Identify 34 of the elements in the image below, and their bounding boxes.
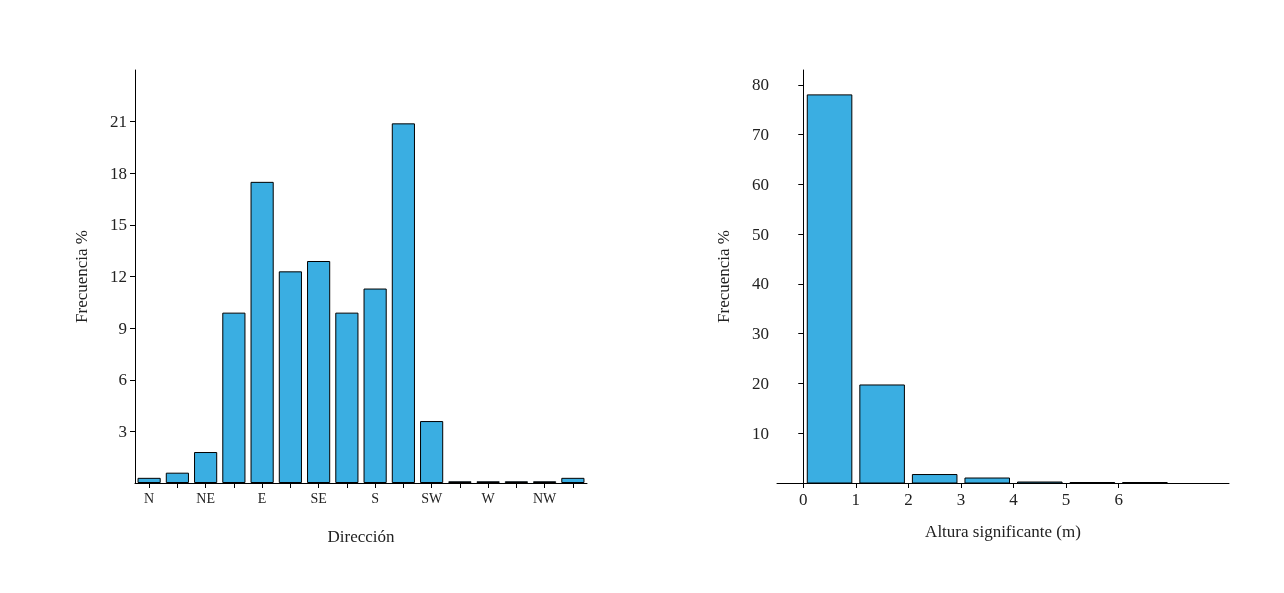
x-tick-label: 5 <box>1061 490 1071 509</box>
y-tick-label: 3 <box>118 421 127 441</box>
x-tick-label: SE <box>310 490 327 506</box>
x-tick-label: NE <box>196 490 215 506</box>
x-axis-title: Dirección <box>327 527 395 546</box>
y-tick-label: 60 <box>752 174 769 194</box>
x-tick-label: 2 <box>904 490 913 509</box>
x-tick-label: S <box>371 490 380 506</box>
y-axis-title: Frecuencia % <box>714 230 733 323</box>
x-tick-label: SW <box>421 490 443 506</box>
x-tick-label: 6 <box>1114 490 1123 509</box>
x-axis-title: Altura significante (m) <box>925 522 1081 541</box>
x-tick-label: 3 <box>956 490 966 509</box>
y-tick-label: 18 <box>110 163 127 183</box>
x-tick-label: E <box>257 490 267 506</box>
y-tick-label: 21 <box>110 112 127 132</box>
y-tick-label: 80 <box>752 75 769 95</box>
x-tick-label: 4 <box>1009 490 1019 509</box>
y-tick-label: 50 <box>752 224 769 244</box>
y-axis-title: Frecuencia % <box>72 230 91 323</box>
y-tick-label: 70 <box>752 125 769 145</box>
y-tick-label: 10 <box>752 423 769 443</box>
y-tick-label: 9 <box>118 318 127 338</box>
x-tick-label: NW <box>532 490 558 506</box>
x-tick-label: N <box>144 490 155 506</box>
y-tick-label: 20 <box>752 373 769 393</box>
x-tick-label: W <box>481 490 496 506</box>
y-tick-label: 15 <box>110 215 127 235</box>
y-tick-label: 6 <box>118 370 127 390</box>
y-tick-label: 40 <box>752 274 769 294</box>
y-tick-label: 30 <box>752 324 769 344</box>
x-tick-label: 1 <box>851 490 861 509</box>
x-tick-label: 0 <box>799 490 808 509</box>
y-tick-label: 12 <box>110 267 127 286</box>
